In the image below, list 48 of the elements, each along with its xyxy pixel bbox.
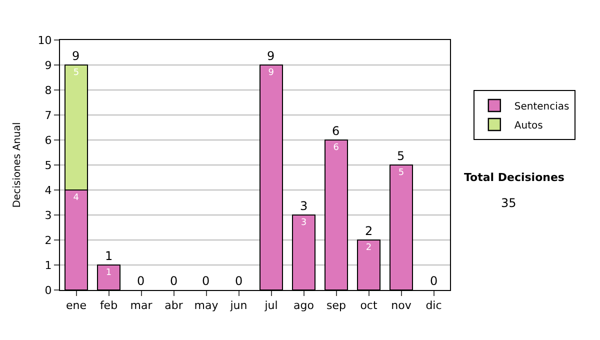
y-tick-label: 9 xyxy=(44,58,52,72)
total-label: 0 xyxy=(202,274,210,288)
x-tick-label: dic xyxy=(426,299,442,312)
x-tick-label: ene xyxy=(66,299,87,312)
y-tick-label: 4 xyxy=(44,184,52,197)
x-tick-label: mar xyxy=(130,299,153,312)
x-tick-label: oct xyxy=(360,299,378,312)
text: Total Decisiones xyxy=(464,171,565,184)
total-label: 0 xyxy=(170,274,178,288)
total-label: 9 xyxy=(267,49,275,63)
data-label: 5 xyxy=(398,168,404,178)
y-tick-label: 6 xyxy=(44,134,52,147)
data-label: 9 xyxy=(268,68,274,78)
x-tick-label: sep xyxy=(326,299,346,312)
text: 35 xyxy=(501,196,516,210)
total-label: 0 xyxy=(137,274,145,288)
y-tick-label: 1 xyxy=(44,258,52,272)
y-tick-label: 8 xyxy=(44,84,52,97)
y-tick-label: 10 xyxy=(38,34,52,47)
data-label: 4 xyxy=(73,193,80,203)
y-tick-label: 3 xyxy=(44,208,52,222)
y-tick-label: 0 xyxy=(44,284,52,297)
x-tick-label: feb xyxy=(100,299,118,312)
x-tick-label: abr xyxy=(164,299,184,312)
total-label: 5 xyxy=(397,149,405,163)
legend-label: Autos xyxy=(514,120,543,132)
total-label: 2 xyxy=(365,224,373,238)
total-label: 6 xyxy=(332,124,340,138)
data-label: 3 xyxy=(300,218,307,228)
y-tick-label: 5 xyxy=(44,158,52,172)
total-label: 9 xyxy=(72,49,80,63)
data-label: 1 xyxy=(106,268,112,278)
y-axis-title: Decisiones Anual xyxy=(12,122,23,208)
y-tick-label: 7 xyxy=(44,108,52,122)
x-tick-label: jun xyxy=(229,299,248,312)
x-tick-label: jul xyxy=(264,299,278,312)
data-label: 2 xyxy=(366,243,372,253)
total-label: 0 xyxy=(430,274,438,288)
x-tick-label: may xyxy=(194,299,219,312)
x-tick-label: nov xyxy=(391,299,412,312)
data-label: 6 xyxy=(333,143,340,153)
legend-label: Sentencias xyxy=(514,101,570,112)
y-tick-label: 2 xyxy=(44,234,52,247)
total-label: 3 xyxy=(300,199,308,213)
x-tick-label: ago xyxy=(294,299,314,312)
data-label: 5 xyxy=(73,68,80,78)
total-label: 0 xyxy=(235,274,243,288)
total-label: 1 xyxy=(105,249,113,263)
